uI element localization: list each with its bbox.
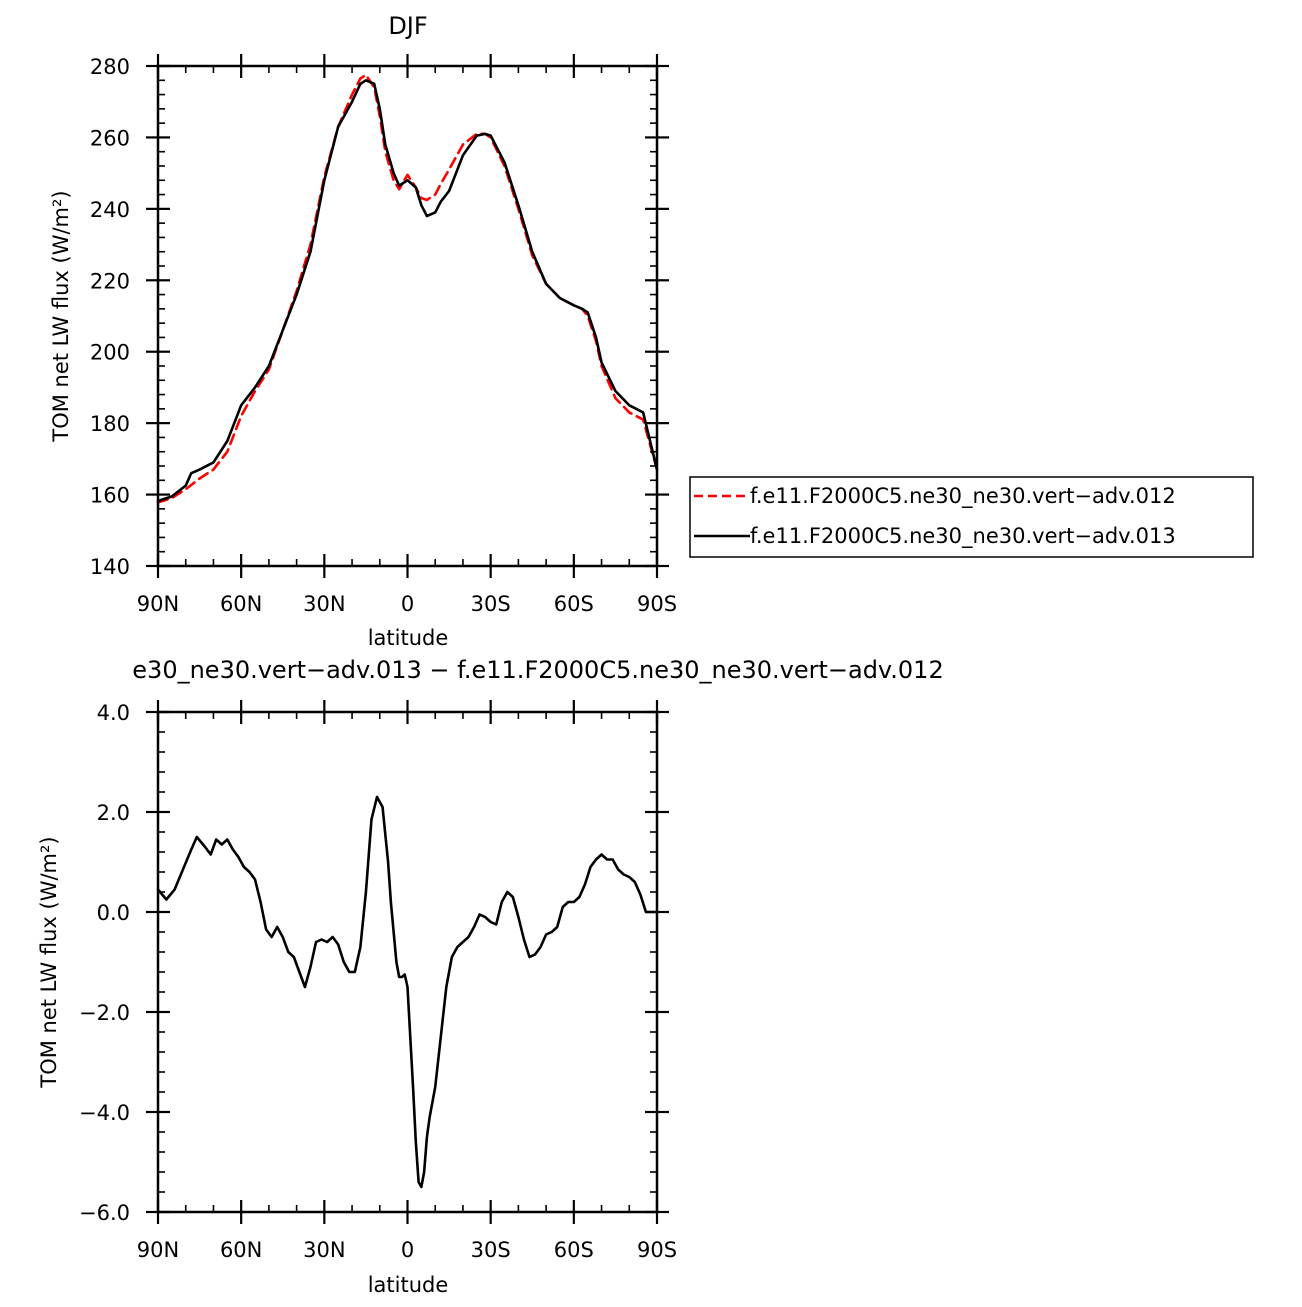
bottom-panel: e30_ne30.vert−adv.013 − f.e11.F2000C5.ne… [37,656,944,1297]
bottom-series-layer [156,795,659,1189]
bottom-y-tick-label: 0.0 [97,901,130,925]
bottom-x-axis-label: latitude [368,1273,449,1297]
top-y-tick-label: 220 [90,269,130,293]
bottom-plot-frame [156,710,659,1214]
top-y-tick-label: 180 [90,412,130,436]
top-x-axis-label: latitude [368,626,449,650]
bottom-x-tick-label: 60S [554,1238,594,1262]
top-x-tick-label: 90S [637,592,677,616]
bottom-x-tick-label: 30S [471,1238,511,1262]
top-y-tick-label: 280 [90,55,130,79]
top-panel: DJF 90N 60N 30N 0 30S 60S 90S 140 160 180 200 220 24… [49,12,677,650]
bottom-x-tick-label: 30N [303,1238,345,1262]
top-y-tick-label: 160 [90,484,130,508]
bottom-y-tick-label: 2.0 [97,801,130,825]
bottom-x-tick-label: 90S [637,1238,677,1262]
top-x-tick-label: 0 [401,592,414,616]
top-axis-ticks: 90N 60N 30N 0 30S 60S 90S 140 160 180 200 220 240 260… [90,54,677,616]
top-series-layer [156,73,659,504]
top-x-tick-label: 90N [137,592,179,616]
bottom-y-axis-label: TOM net LW flux (W/m²) [37,836,61,1088]
bottom-y-tick-label: −2.0 [79,1001,130,1025]
top-chart-title: DJF [388,12,427,40]
bottom-chart-title: e30_ne30.vert−adv.013 − f.e11.F2000C5.ne… [132,656,943,684]
bottom-y-tick-label: −6.0 [79,1201,130,1225]
top-y-tick-label: 260 [90,126,130,150]
bottom-series-line-0 [156,795,659,1189]
bottom-x-tick-label: 0 [401,1238,414,1262]
bottom-axis-ticks: 90N 60N 30N 0 30S 60S 90S −6.0 −4.0 −2.0 0.0 2.0 4.0 [79,700,677,1262]
legend: f.e11.F2000C5.ne30_ne30.vert−adv.012 f.e… [689,476,1254,558]
bottom-x-tick-label: 60N [220,1238,262,1262]
legend-entry-013: f.e11.F2000C5.ne30_ne30.vert−adv.013 [750,524,1176,549]
top-y-tick-label: 200 [90,341,130,365]
top-y-tick-label: 240 [90,198,130,222]
top-x-tick-label: 30N [303,592,345,616]
top-x-tick-label: 30S [471,592,511,616]
top-series-line-0 [156,73,659,504]
top-x-tick-label: 60N [220,592,262,616]
top-y-axis-label: TOM net LW flux (W/m²) [49,190,73,442]
legend-entry-012: f.e11.F2000C5.ne30_ne30.vert−adv.012 [750,484,1176,509]
top-x-tick-label: 60S [554,592,594,616]
top-y-tick-label: 140 [90,555,130,579]
bottom-x-tick-label: 90N [137,1238,179,1262]
top-series-line-1 [156,78,659,503]
legend-box [689,476,1254,558]
bottom-y-tick-label: −4.0 [79,1101,130,1125]
bottom-y-tick-label: 4.0 [97,701,130,725]
top-plot-frame [156,64,659,568]
